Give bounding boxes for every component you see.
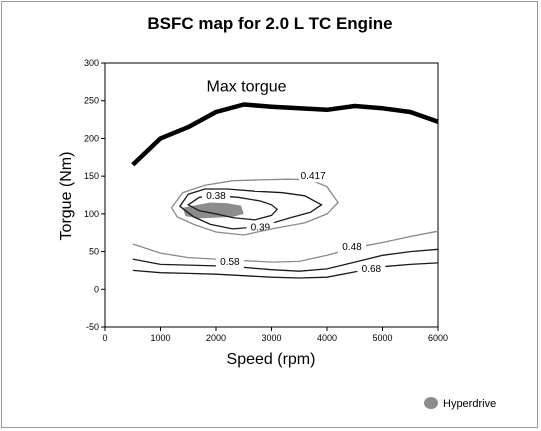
y-tick-label: -50 (86, 322, 99, 332)
contour-label: 0.417 (301, 171, 326, 182)
legend-label-hyperdrive: Hyperdrive (443, 398, 496, 410)
contour-label-bg (215, 257, 244, 269)
contour-label-bg (337, 242, 366, 254)
y-tick-label: 200 (84, 133, 99, 143)
legend: Hyperdrive (424, 397, 496, 410)
x-tick-label: 1000 (150, 333, 170, 343)
x-tick-label: 5000 (372, 333, 392, 343)
y-tick-label: 50 (89, 247, 99, 257)
max-torque-layer (131, 102, 439, 167)
contour-label: 0.58 (220, 257, 240, 268)
contour-label-bg (299, 171, 328, 183)
chart-title: BSFC map for 2.0 L TC Engine (147, 14, 392, 33)
contour-label: 0.39 (251, 222, 271, 233)
y-tick-label: 150 (84, 171, 99, 181)
y-tick-label: 250 (84, 96, 99, 106)
x-tick-label: 0 (102, 333, 107, 343)
hyperdrive-region-layer (182, 202, 244, 219)
legend-swatch-hyperdrive (424, 397, 438, 409)
x-tick-label: 2000 (206, 333, 226, 343)
x-tick-label: 6000 (428, 333, 448, 343)
y-tick-label: 0 (94, 284, 99, 294)
contour-line-0-48 (132, 230, 439, 263)
x-tick-label: 4000 (317, 333, 337, 343)
x-tick-label: 3000 (261, 333, 281, 343)
axis-ticks: 0 1000 2000 3000 4000 5000 6000-50050100150200… (84, 58, 448, 343)
contour-label: 0.38 (206, 191, 226, 202)
contour-label-bg (357, 263, 386, 275)
x-axis-label: Speed (rpm) (227, 351, 316, 368)
y-tick-label: 300 (84, 58, 99, 68)
contour-label-bg (246, 222, 275, 234)
max-torque-curve (131, 102, 439, 167)
contour-line-0-39 (179, 188, 323, 230)
y-tick-label: 100 (84, 209, 99, 219)
max-torque-annotation: Max torgue (207, 79, 287, 96)
contour-line-0-417 (170, 178, 339, 236)
contour-layer: 0.38 0.39 0.417 0.48 0.58 0.68 (132, 171, 439, 279)
y-axis-label: Torgue (Nm) (58, 152, 75, 241)
contour-label: 0.68 (362, 264, 382, 275)
annotation-layer: Max torgue (207, 79, 287, 96)
hyperdrive-region (182, 202, 244, 219)
plot-area (104, 62, 439, 328)
contour-line-0-68 (132, 262, 439, 279)
contour-label: 0.48 (342, 242, 362, 253)
contour-line-0-58 (132, 248, 439, 272)
contour-label-bg (202, 190, 230, 202)
